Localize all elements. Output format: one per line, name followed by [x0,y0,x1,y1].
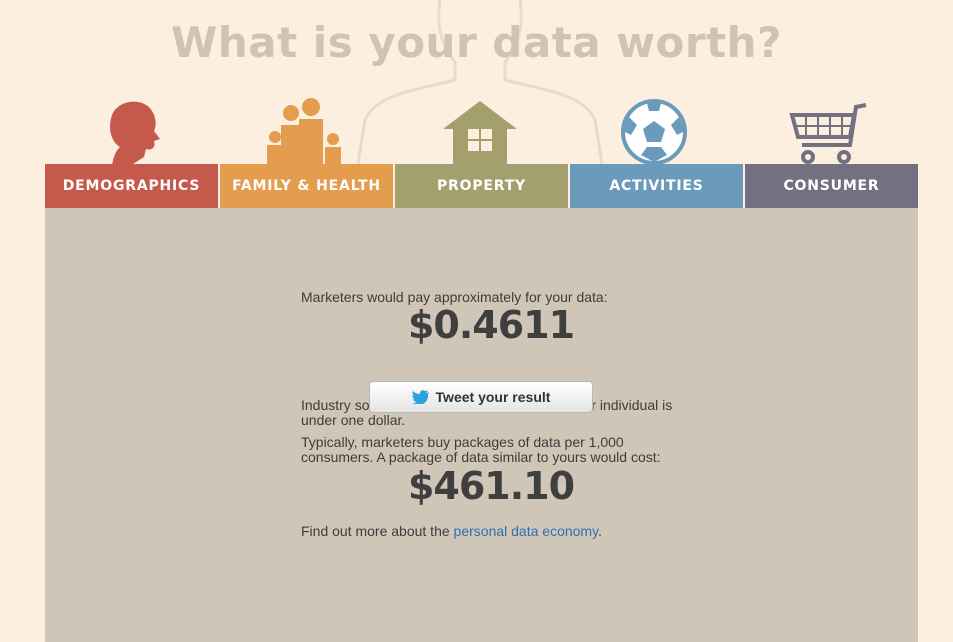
tweet-button-label: Tweet your result [435,388,551,405]
twitter-bird-icon [411,390,429,404]
personal-data-economy-link[interactable]: personal data economy [453,523,599,539]
family-icon [219,95,393,165]
category-icons [45,95,918,165]
shopping-cart-icon [741,95,915,165]
tab-consumer[interactable]: CONSUMER [745,164,918,208]
result-value: $0.4611 [407,303,575,347]
tab-property[interactable]: PROPERTY [395,164,570,208]
category-tabs: DEMOGRAPHICS FAMILY & HEALTH PROPERTY AC… [45,164,918,208]
head-icon [45,95,219,165]
tab-family-health[interactable]: FAMILY & HEALTH [220,164,395,208]
result-content: Marketers would pay approximately for yo… [301,290,681,539]
tab-demographics[interactable]: DEMOGRAPHICS [45,164,220,208]
package-text: Typically, marketers buy packages of dat… [301,434,661,465]
result-panel: Marketers would pay approximately for yo… [45,208,918,642]
soccer-ball-icon [567,95,741,165]
more-info-text: Find out more about the personal data ec… [301,523,602,539]
tweet-button[interactable]: Tweet your result [369,381,593,413]
house-icon [393,95,567,165]
result-intro-text: Marketers would pay approximately for yo… [301,289,608,305]
page-title: What is your data worth? [171,18,782,67]
package-value: $461.10 [407,464,575,508]
tab-activities[interactable]: ACTIVITIES [570,164,745,208]
person-silhouette-background [355,0,605,170]
